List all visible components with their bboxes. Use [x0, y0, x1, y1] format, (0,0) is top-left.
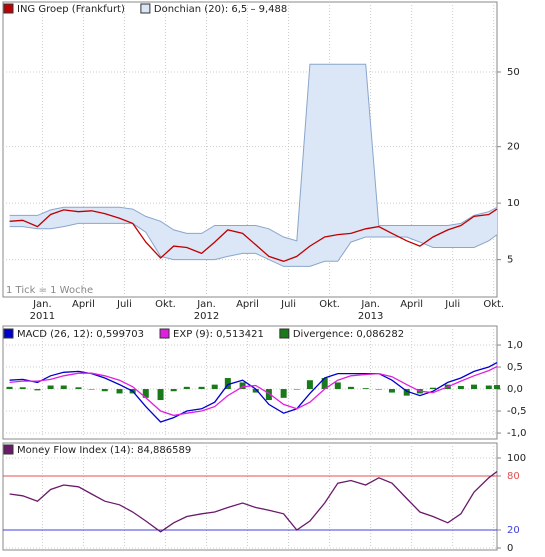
bar: [388, 389, 395, 393]
bar: [321, 378, 328, 390]
bar: [457, 385, 464, 390]
legend-swatch: [3, 3, 14, 14]
bar: [142, 389, 149, 398]
band-fill: [9, 64, 497, 267]
bar: [403, 389, 410, 396]
series-line: [9, 366, 498, 417]
y-tick-label: -1,0: [507, 428, 527, 439]
legend-label: Divergence: 0,086282: [293, 329, 404, 340]
y-tick-label: 0,5: [507, 362, 523, 373]
bar: [293, 389, 300, 390]
bar: [34, 389, 41, 391]
y-tick-label: 0: [507, 543, 513, 554]
x-tick-label: Okt.: [319, 299, 340, 310]
bar: [239, 382, 246, 390]
legend-swatch: [3, 444, 14, 455]
bar: [170, 389, 177, 392]
legend-label: MACD (26, 12): 0,599703: [17, 329, 144, 340]
x-tick-label: April: [236, 299, 259, 310]
bar: [375, 389, 382, 390]
x-tick-label: Jan.: [196, 299, 216, 310]
y-tick-label: 80: [507, 471, 520, 482]
x-year-label: 2011: [30, 311, 55, 322]
y-tick-label: 20: [507, 142, 520, 153]
legend-label: EXP (9): 0,513421: [173, 329, 264, 340]
bar: [116, 389, 123, 394]
bar: [198, 386, 205, 390]
legend-label: ING Groep (Frankfurt): [17, 4, 125, 15]
bar: [101, 389, 108, 392]
y-tick-label: 1,0: [507, 340, 523, 351]
y-tick-label: 100: [507, 453, 526, 464]
bar: [306, 380, 313, 390]
legend-swatch: [279, 328, 290, 339]
series-line: [9, 208, 498, 262]
bar: [347, 386, 354, 390]
bar: [334, 382, 341, 390]
legend-label: Money Flow Index (14): 84,886589: [17, 445, 191, 456]
x-year-label: 2012: [194, 311, 219, 322]
x-year-label: 2013: [358, 311, 383, 322]
bar: [429, 387, 436, 390]
legend-swatch: [3, 328, 14, 339]
panel: [2, 442, 498, 551]
x-tick-label: April: [72, 299, 95, 310]
x-tick-label: Okt.: [483, 299, 504, 310]
y-tick-label: 5: [507, 255, 513, 266]
bar: [47, 385, 54, 390]
bar: [280, 389, 287, 398]
legend-label: Donchian (20): 6,5 – 9,488: [154, 4, 287, 15]
bar: [362, 388, 369, 390]
y-tick-label: 50: [507, 67, 520, 78]
band-lower: [9, 222, 498, 267]
y-tick-label: 20: [507, 525, 520, 536]
y-tick-label: 10: [507, 198, 520, 209]
legend-swatch: [159, 328, 170, 339]
x-tick-label: Juli: [280, 299, 296, 310]
y-tick-label: 0,0: [507, 384, 523, 395]
legend-swatch: [140, 3, 151, 14]
bar: [252, 389, 259, 393]
bar: [75, 387, 82, 390]
bar: [88, 389, 95, 390]
bar: [183, 386, 190, 390]
band-upper: [9, 63, 498, 242]
bar: [494, 385, 500, 390]
x-tick-label: Jan.: [360, 299, 380, 310]
bar: [6, 386, 13, 390]
bar: [19, 387, 26, 390]
series-line: [9, 470, 498, 533]
x-tick-label: Juli: [444, 299, 460, 310]
bar: [211, 384, 218, 390]
x-tick-label: Jan.: [32, 299, 52, 310]
panel: [2, 325, 498, 440]
bar: [224, 378, 231, 390]
bar: [265, 389, 272, 401]
bar: [471, 384, 478, 390]
y-tick-label: -0,5: [507, 406, 527, 417]
note: 1 Tick = 1 Woche: [6, 285, 93, 296]
x-tick-label: Juli: [116, 299, 132, 310]
x-tick-label: Okt.: [155, 299, 176, 310]
bar: [485, 385, 492, 390]
bar: [157, 389, 164, 401]
x-tick-label: April: [400, 299, 423, 310]
bar: [60, 385, 67, 390]
